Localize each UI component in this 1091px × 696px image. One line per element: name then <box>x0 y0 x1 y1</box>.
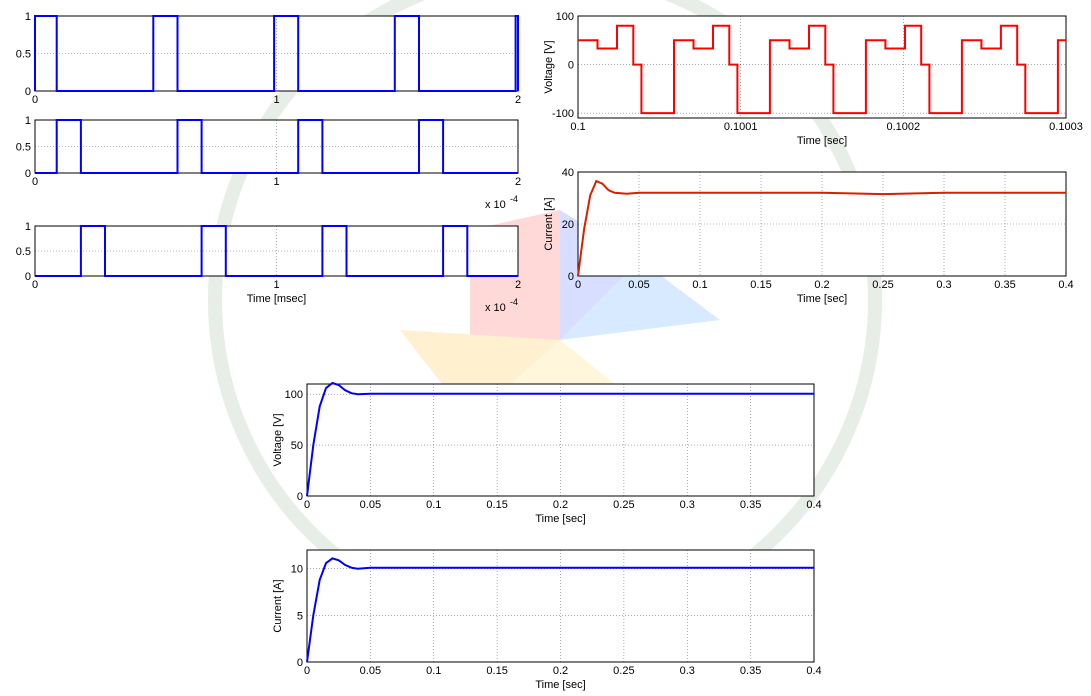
plot-area <box>306 383 815 497</box>
x-tick-label: 0.15 <box>750 279 771 291</box>
x-tick-label: 0.1 <box>426 499 441 511</box>
x-tick-label: 0.25 <box>613 665 634 677</box>
series-line <box>577 179 1066 277</box>
y-tick-label: 5 <box>297 610 303 622</box>
y-axis-label: Current [A] <box>543 197 555 250</box>
y-tick-label: 10 <box>291 564 303 576</box>
x-tick-label: 0 <box>32 94 38 106</box>
x-tick-label: 0.2 <box>814 279 829 291</box>
x-axis-label: Time [sec] <box>797 135 847 147</box>
y-tick-label: 0.5 <box>16 142 31 154</box>
series-line <box>578 24 1066 115</box>
chart-7: 0 0.05 0.1 0.15 0.2 0.25 0.3 0.35 0.4 0 5 10 Time [s… <box>272 549 822 691</box>
x-tick-label: 0.15 <box>486 499 507 511</box>
y-tick-label: 0 <box>25 271 31 283</box>
chart-6: 0 0.05 0.1 0.15 0.2 0.25 0.3 0.35 0.4 0 50 100 Time … <box>272 381 822 525</box>
chart-5: 0 0.05 0.1 0.15 0.2 0.25 0.3 0.35 0.4 0 20 40 Time [… <box>543 167 1074 305</box>
x-exponent-label: x 10 <box>485 302 506 314</box>
y-tick-label: 20 <box>562 219 574 231</box>
x-tick-label: 0.35 <box>994 279 1015 291</box>
plot-area <box>577 15 1067 119</box>
y-tick-label: 100 <box>556 11 574 23</box>
x-tick-label: 0 <box>304 499 310 511</box>
x-tick-label: 0.3 <box>936 279 951 291</box>
y-tick-label: 50 <box>291 440 303 452</box>
y-tick-label: 0 <box>25 86 31 98</box>
y-tick-label: 0 <box>297 657 303 669</box>
x-tick-label: 1 <box>273 176 279 188</box>
x-exponent-label: x 10 <box>485 199 506 211</box>
x-tick-label: 0.05 <box>628 279 649 291</box>
x-tick-label: 0.1003 <box>1049 121 1083 133</box>
x-tick-label: 2 <box>515 176 521 188</box>
y-axis-label: Voltage [V] <box>543 40 555 93</box>
y-tick-label: 0 <box>25 168 31 180</box>
series-line <box>306 557 814 663</box>
x-tick-label: 0.05 <box>360 665 381 677</box>
y-tick-label: 100 <box>285 389 303 401</box>
x-tick-label: 0.15 <box>486 665 507 677</box>
chart-4: 0.1 0.1001 0.1002 0.1003 -100 0 100 Time [sec] V… <box>543 11 1083 147</box>
x-tick-label: 0.1 <box>426 665 441 677</box>
y-tick-label: 1 <box>25 11 31 23</box>
x-tick-label: 0.4 <box>806 665 821 677</box>
y-tick-label: 0.5 <box>16 49 31 61</box>
y-tick-label: 1 <box>25 221 31 233</box>
y-tick-label: 40 <box>562 167 574 179</box>
x-tick-label: 0.3 <box>680 665 695 677</box>
x-tick-label: 0.3 <box>680 499 695 511</box>
x-tick-label: 0.05 <box>360 499 381 511</box>
x-axis-label: Time [sec] <box>535 513 585 525</box>
x-tick-label: 0.1001 <box>724 121 758 133</box>
y-axis-label: Voltage [V] <box>272 413 284 466</box>
chart-2: 0 1 2 0 0.5 1 x 10 -4 <box>16 115 521 211</box>
x-tick-label: 0.35 <box>740 665 761 677</box>
x-tick-label: 2 <box>515 94 521 106</box>
x-tick-label: 0 <box>304 665 310 677</box>
series-line <box>35 119 518 174</box>
x-tick-label: 0.4 <box>806 499 821 511</box>
x-tick-label: 1 <box>273 94 279 106</box>
x-tick-label: 1 <box>273 279 279 291</box>
y-tick-label: 1 <box>25 115 31 127</box>
x-tick-label: 0.1002 <box>887 121 921 133</box>
x-exponent-power: -4 <box>510 194 518 204</box>
series-line <box>306 381 814 497</box>
x-tick-label: 0.1 <box>570 121 585 133</box>
x-tick-label: 0 <box>32 176 38 188</box>
series-line <box>34 15 519 92</box>
x-exponent-power: -4 <box>510 297 518 307</box>
x-axis-label: Time [sec] <box>535 679 585 691</box>
y-tick-label: -100 <box>552 108 574 120</box>
y-tick-label: 0 <box>568 60 574 72</box>
y-tick-label: 0.5 <box>16 246 31 258</box>
x-tick-label: 0.25 <box>872 279 893 291</box>
chart-3: 0 1 2 0 0.5 1 x 10 -4 Time [msec] <box>16 221 521 314</box>
x-tick-label: 0.35 <box>740 499 761 511</box>
x-tick-label: 0.2 <box>553 499 568 511</box>
y-tick-label: 0 <box>568 271 574 283</box>
x-tick-label: 0.1 <box>692 279 707 291</box>
x-tick-label: 0.25 <box>613 499 634 511</box>
y-tick-label: 0 <box>297 491 303 503</box>
x-tick-label: 0 <box>575 279 581 291</box>
chart-1: 0 1 2 0 0.5 1 <box>16 11 521 106</box>
series-line <box>35 225 518 277</box>
x-axis-label: Time [sec] <box>797 293 847 305</box>
x-tick-label: 2 <box>515 279 521 291</box>
x-tick-label: 0 <box>32 279 38 291</box>
y-axis-label: Current [A] <box>272 579 284 632</box>
x-tick-label: 0.4 <box>1058 279 1073 291</box>
x-axis-label: Time [msec] <box>247 293 307 305</box>
x-tick-label: 0.2 <box>553 665 568 677</box>
